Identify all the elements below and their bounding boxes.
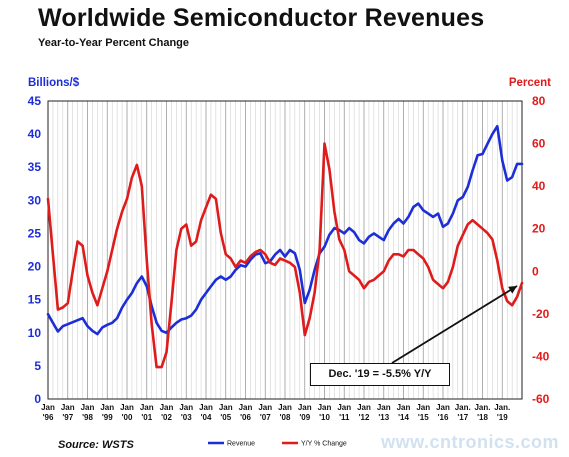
series-line-y-y-change [46,142,524,369]
x-axis-tick-label: '13 [378,413,389,422]
left-axis-unit-label: Billions/$ [28,77,80,89]
annotation-arrow-line [391,285,518,364]
legend-label: Revenue [227,441,255,448]
x-axis-tick-label: '10 [319,413,330,422]
x-axis-tick-label: '97 [62,413,73,422]
x-axis-tick-label: '17 [457,413,468,422]
annotation-box: Dec. '19 = -5.5% Y/Y [310,363,450,386]
x-axis-tick-label: Jan. [494,403,510,412]
x-axis-tick-label: '02 [161,413,172,422]
x-axis-tick-label: '98 [82,413,93,422]
x-axis-tick-label: Jan [140,403,154,412]
right-axis-tick-label: 40 [532,179,546,193]
x-axis-tick-label: Jan [81,403,95,412]
x-axis-tick-label: Jan. [474,403,490,412]
left-axis-tick-label: 20 [28,260,42,274]
x-axis-tick-label: '15 [418,413,429,422]
x-axis-tick-label: Jan [239,403,253,412]
right-axis-tick-label: 0 [532,264,539,278]
legend-label: Y/Y % Change [301,441,347,448]
series-line-revenue [46,124,524,336]
x-axis-tick-label: Jan [100,403,114,412]
left-axis-tick-label: 5 [34,359,41,373]
x-axis-tick-label: Jan. [455,403,471,412]
x-axis-tick-label: '00 [122,413,133,422]
x-axis-tick-label: Jan [41,403,55,412]
x-axis-tick-label: Jan [337,403,351,412]
x-axis-tick-label: Jan [219,403,233,412]
left-axis-tick-label: 30 [28,193,42,207]
x-axis-tick-label: '01 [141,413,152,422]
x-axis-tick-label: Jan [258,403,272,412]
left-axis-tick-label: 15 [28,293,42,307]
x-axis-tick-label: Jan [278,403,292,412]
chart-title: Worldwide Semiconductor Revenues [38,4,485,32]
x-axis-tick-label: '03 [181,413,192,422]
x-axis-tick-label: Jan [160,403,174,412]
chart-subtitle: Year-to-Year Percent Change [38,37,190,49]
left-axis-tick-label: 10 [28,326,42,340]
x-axis-tick-label: '07 [260,413,271,422]
right-axis-unit-label: Percent [508,77,551,89]
x-axis-tick-label: Jan [416,403,430,412]
left-axis-tick-label: 0 [34,392,41,406]
right-axis-tick-label: 20 [532,222,546,236]
x-axis-tick-label: '18 [477,413,488,422]
plot-frame [47,100,523,400]
x-axis-tick-label: '16 [438,413,449,422]
right-axis-tick-label: 80 [532,94,546,108]
x-axis-tick-label: Jan [318,403,332,412]
left-axis-tick-label: 40 [28,127,42,141]
x-axis-tick-label: Jan [357,403,371,412]
x-axis-tick-label: '19 [497,413,508,422]
x-axis-tick-label: '08 [280,413,291,422]
right-axis-tick-label: -40 [532,349,550,363]
x-axis-tick-label: '11 [339,413,350,422]
x-axis-tick-label: Jan [298,403,312,412]
x-axis-tick-label: '96 [43,413,54,422]
x-axis-tick-label: Jan [179,403,193,412]
right-axis-tick-label: 60 [532,137,546,151]
annotation-arrow-head [508,285,518,294]
right-axis-tick-label: -20 [532,307,550,321]
x-axis-tick-label: '09 [299,413,310,422]
x-axis-tick-label: '99 [102,413,113,422]
x-axis-tick-label: Jan [436,403,450,412]
x-axis-tick-label: Jan [120,403,134,412]
x-axis-tick-label: Jan [397,403,411,412]
source-note: Source: WSTS [58,439,134,451]
watermark: www.cntronics.com [381,432,559,452]
left-axis-tick-label: 45 [28,94,42,108]
x-axis-tick-label: Jan [61,403,75,412]
x-axis-tick-label: Jan [199,403,213,412]
x-axis-tick-label: '06 [240,413,251,422]
right-axis-tick-label: -60 [532,392,550,406]
x-axis-tick-label: '12 [359,413,370,422]
left-axis-tick-label: 25 [28,226,42,240]
x-axis-tick-label: '05 [220,413,231,422]
left-axis-tick-label: 35 [28,160,42,174]
x-axis-tick-label: '14 [398,413,409,422]
x-axis-tick-label: '04 [201,413,212,422]
x-axis-tick-label: Jan [377,403,391,412]
